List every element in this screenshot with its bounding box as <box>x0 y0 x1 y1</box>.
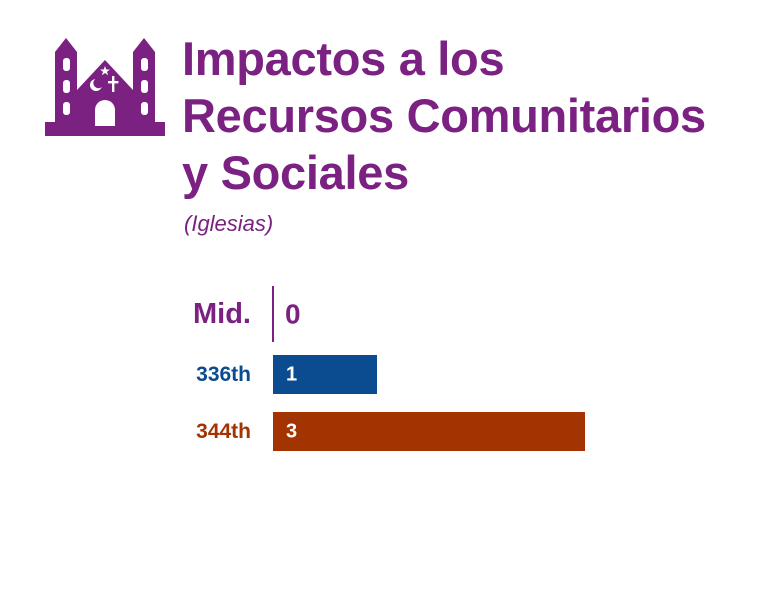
category-label-336th: 336th <box>196 363 251 386</box>
bar-344th <box>273 412 585 451</box>
title-line-2: Recursos Comunitarios <box>182 89 706 142</box>
value-label-mid: 0 <box>285 299 301 330</box>
church-icon <box>45 38 165 136</box>
category-label-mid: Mid. <box>193 298 251 330</box>
title-line-3: y Sociales <box>182 146 409 199</box>
value-label-336th: 1 <box>286 364 297 386</box>
bar-336th <box>273 355 377 394</box>
value-label-344th: 3 <box>286 421 297 443</box>
page-title: Impactos a los Recursos Comunitarios y S… <box>182 30 767 201</box>
title-line-1: Impactos a los <box>182 32 505 85</box>
page-subtitle: (Iglesias) <box>184 211 274 236</box>
category-label-344th: 344th <box>196 420 251 443</box>
bar-chart: Mid. 0 336th 1 344th 3 <box>193 286 585 451</box>
